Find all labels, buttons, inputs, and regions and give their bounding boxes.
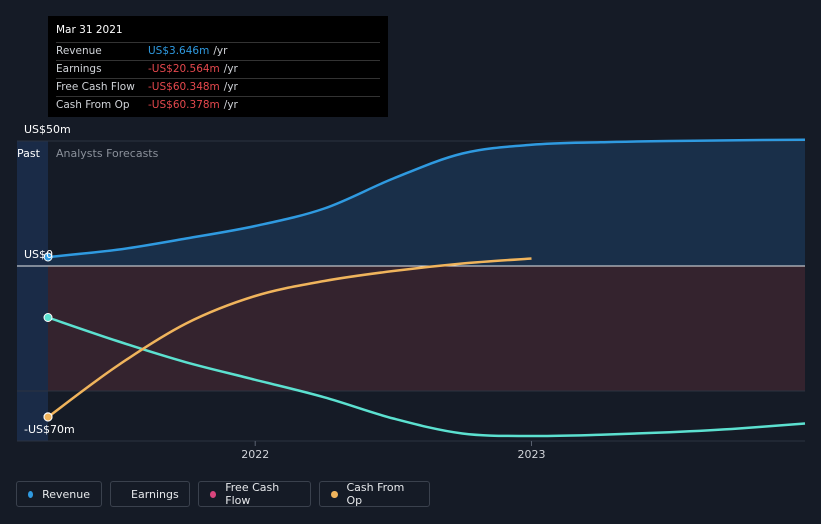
- past-label: Past: [17, 147, 41, 160]
- tooltip-label: Cash From Op: [56, 99, 130, 111]
- legend-item-revenue[interactable]: Revenue: [16, 481, 102, 507]
- tooltip-value: -US$60.348m: [148, 81, 220, 93]
- cash-from-op-dot-icon: [331, 490, 338, 498]
- free-cash-flow-dot-icon: [210, 490, 217, 498]
- past-region: [17, 141, 48, 441]
- earnings-line: [47, 316, 806, 438]
- legend-label: Free Cash Flow: [225, 481, 280, 507]
- legend-item-earnings[interactable]: Earnings: [110, 481, 190, 507]
- revenue-area: [48, 139, 805, 266]
- tooltip-label: Free Cash Flow: [56, 81, 135, 93]
- tooltip: Mar 31 2021 Revenue US$3.646m /yr Earnin…: [48, 16, 388, 117]
- tooltip-unit: /yr: [223, 81, 238, 93]
- tooltip-row-cash-from-op: Cash From Op -US$60.378m /yr: [56, 97, 380, 114]
- revenue-point: [43, 252, 53, 262]
- legend: Revenue Earnings Free Cash Flow Cash Fro…: [16, 481, 430, 507]
- negative-region: [48, 266, 805, 391]
- tooltip-unit: /yr: [223, 99, 238, 111]
- tooltip-label: Earnings: [56, 63, 102, 75]
- tooltip-date: Mar 31 2021: [56, 22, 380, 43]
- legend-item-free-cash-flow[interactable]: Free Cash Flow: [198, 481, 311, 507]
- y-tick-label: US$0: [24, 248, 53, 261]
- legend-item-cash-from-op[interactable]: Cash From Op: [319, 481, 430, 507]
- tooltip-label: Revenue: [56, 45, 102, 57]
- legend-label: Cash From Op: [346, 481, 405, 507]
- forecast-label: Analysts Forecasts: [56, 147, 159, 160]
- tooltip-row-revenue: Revenue US$3.646m /yr: [56, 43, 380, 61]
- tooltip-value: -US$20.564m: [148, 63, 220, 75]
- tooltip-value: US$3.646m: [148, 45, 210, 57]
- revenue-line: [47, 138, 806, 259]
- y-tick-label: US$50m: [24, 123, 71, 136]
- tooltip-unit: /yr: [223, 63, 238, 75]
- tooltip-unit: /yr: [213, 45, 228, 57]
- tooltip-row-free-cash-flow: Free Cash Flow -US$60.348m /yr: [56, 79, 380, 97]
- earnings-point: [43, 313, 53, 322]
- tooltip-row-earnings: Earnings -US$20.564m /yr: [56, 61, 380, 79]
- x-tick-label: 2023: [517, 448, 545, 461]
- tooltip-value: -US$60.378m: [148, 99, 220, 111]
- legend-label: Revenue: [42, 487, 90, 501]
- legend-label: Earnings: [131, 487, 179, 501]
- cash-from-op-point-top: [43, 412, 53, 422]
- x-tick-label: 2022: [241, 448, 269, 461]
- revenue-dot-icon: [28, 490, 34, 498]
- y-tick-label: -US$70m: [24, 423, 75, 436]
- cash-from-op-line: [47, 257, 532, 419]
